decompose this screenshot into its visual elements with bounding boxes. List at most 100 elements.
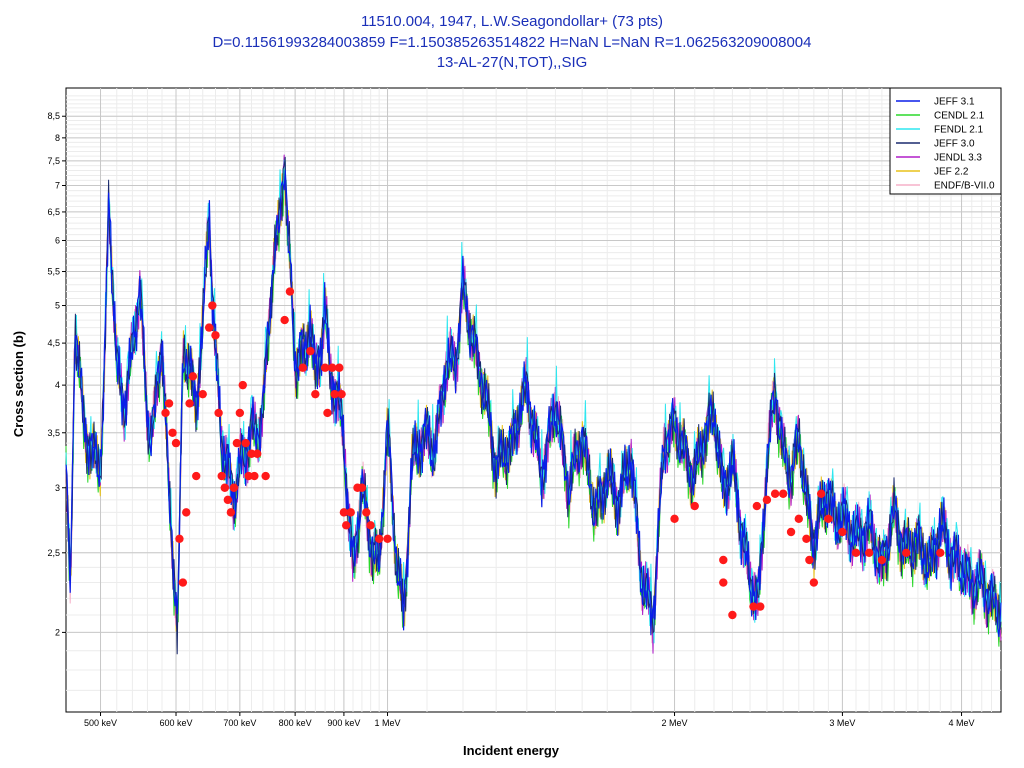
experimental-point bbox=[280, 315, 289, 325]
y-tick-label: 2,5 bbox=[47, 548, 60, 558]
chart-title-line-1: 11510.004, 1947, L.W.Seagondollar+ (73 p… bbox=[361, 13, 663, 30]
experimental-point bbox=[171, 438, 181, 448]
experimental-point bbox=[809, 578, 819, 587]
y-tick-label: 7 bbox=[55, 180, 60, 190]
legend-label: ENDF/B-VII.0 bbox=[934, 181, 995, 192]
experimental-point bbox=[778, 489, 788, 498]
experimental-point bbox=[168, 428, 177, 437]
y-tick-label: 7,5 bbox=[47, 156, 60, 166]
x-tick-label: 3 MeV bbox=[829, 718, 855, 728]
experimental-point bbox=[235, 408, 245, 418]
experimental-point bbox=[838, 527, 847, 537]
legend-label: CENDL 2.1 bbox=[934, 111, 985, 122]
experimental-point bbox=[238, 380, 247, 390]
x-tick-label: 4 MeV bbox=[949, 718, 975, 728]
legend: JEFF 3.1 CENDL 2.1 FENDL 2.1 JEFF 3.0 JENDL … bbox=[889, 87, 1002, 195]
experimental-point bbox=[339, 508, 349, 517]
legend-box bbox=[889, 87, 1002, 195]
experimental-point bbox=[864, 548, 874, 557]
x-axis-ticks: 500 keV 600 keV 700 keV 800 keV 900 keV 1 MeV… bbox=[84, 712, 975, 728]
experimental-point bbox=[211, 331, 220, 340]
experimental-point bbox=[341, 521, 351, 530]
experimental-points bbox=[161, 287, 945, 620]
legend-label: JEFF 3.1 bbox=[934, 97, 975, 108]
experimental-point bbox=[188, 372, 198, 381]
legend-label: JEFF 3.0 bbox=[934, 139, 975, 150]
experimental-point bbox=[311, 389, 320, 399]
experimental-point bbox=[805, 555, 814, 565]
legend-label: JENDL 3.3 bbox=[934, 153, 982, 164]
experimental-point bbox=[323, 408, 332, 418]
experimental-point bbox=[337, 389, 346, 399]
experimental-point bbox=[816, 489, 826, 498]
experimental-point bbox=[362, 508, 371, 517]
experimental-point bbox=[851, 548, 861, 557]
experimental-point bbox=[192, 471, 201, 481]
experimental-point bbox=[306, 346, 315, 356]
y-tick-label: 3 bbox=[55, 483, 60, 493]
experimental-point bbox=[786, 527, 796, 537]
y-tick-label: 3,5 bbox=[47, 428, 60, 438]
x-tick-label: 2 MeV bbox=[662, 718, 688, 728]
experimental-point bbox=[728, 610, 737, 620]
experimental-point bbox=[902, 548, 911, 557]
experimental-point bbox=[330, 389, 339, 399]
experimental-point bbox=[217, 471, 226, 481]
experimental-point bbox=[226, 508, 236, 517]
x-tick-label: 1 MeV bbox=[375, 718, 401, 728]
experimental-point bbox=[756, 602, 765, 611]
experimental-point bbox=[285, 287, 295, 296]
experimental-point bbox=[182, 508, 191, 517]
y-tick-label: 6 bbox=[55, 235, 60, 245]
y-tick-label: 2 bbox=[55, 627, 60, 637]
experimental-point bbox=[185, 399, 194, 408]
series-line-jendl-3-3 bbox=[65, 154, 1002, 654]
experimental-point bbox=[198, 389, 207, 399]
y-tick-label: 6,5 bbox=[47, 207, 60, 217]
experimental-point bbox=[220, 483, 229, 492]
experimental-point bbox=[794, 514, 803, 523]
experimental-point bbox=[253, 449, 262, 458]
x-tick-label: 800 keV bbox=[279, 718, 312, 728]
x-axis-label: Incident energy bbox=[463, 743, 560, 758]
experimental-point bbox=[762, 495, 772, 505]
y-tick-label: 8,5 bbox=[47, 111, 60, 121]
experimental-point bbox=[357, 483, 367, 492]
y-axis-label: Cross section (b) bbox=[11, 331, 26, 437]
y-axis-ticks: 2 2,5 3 3,5 4 4,5 5 5,5 6 6,5 7 7,5 8 8,5 bbox=[47, 111, 66, 637]
experimental-point bbox=[161, 408, 170, 418]
experimental-point bbox=[802, 534, 811, 544]
x-tick-label: 600 keV bbox=[160, 718, 193, 728]
experimental-point bbox=[229, 483, 239, 492]
experimental-point bbox=[214, 408, 223, 418]
experimental-point bbox=[770, 489, 780, 498]
experimental-point bbox=[719, 578, 728, 587]
experimental-point bbox=[250, 471, 259, 481]
experimental-point bbox=[175, 534, 184, 544]
experimental-point bbox=[877, 555, 887, 565]
experimental-point bbox=[749, 602, 758, 611]
x-tick-label: 500 keV bbox=[84, 718, 117, 728]
experimental-point bbox=[232, 438, 242, 448]
experimental-point bbox=[719, 555, 728, 565]
x-tick-label: 700 keV bbox=[223, 718, 256, 728]
experimental-point bbox=[690, 501, 699, 511]
x-tick-label: 900 keV bbox=[327, 718, 360, 728]
experimental-point bbox=[824, 514, 833, 523]
experimental-point bbox=[346, 508, 355, 517]
y-tick-label: 8 bbox=[55, 133, 60, 143]
experimental-point bbox=[244, 471, 253, 481]
y-tick-label: 5,5 bbox=[47, 267, 60, 277]
plot-area bbox=[65, 87, 1002, 713]
chart-title-line-2: D=0.11561993284003859 F=1.15038526351482… bbox=[213, 34, 812, 51]
experimental-point bbox=[366, 521, 375, 530]
legend-label: FENDL 2.1 bbox=[934, 125, 984, 136]
experimental-point bbox=[223, 495, 233, 505]
experimental-point bbox=[261, 471, 270, 481]
y-tick-label: 4 bbox=[55, 380, 60, 390]
experimental-point bbox=[208, 301, 217, 310]
experimental-point bbox=[164, 399, 174, 408]
series-line-jeff-3-1 bbox=[65, 170, 1002, 638]
experimental-point bbox=[752, 501, 762, 511]
experimental-point bbox=[335, 363, 344, 372]
